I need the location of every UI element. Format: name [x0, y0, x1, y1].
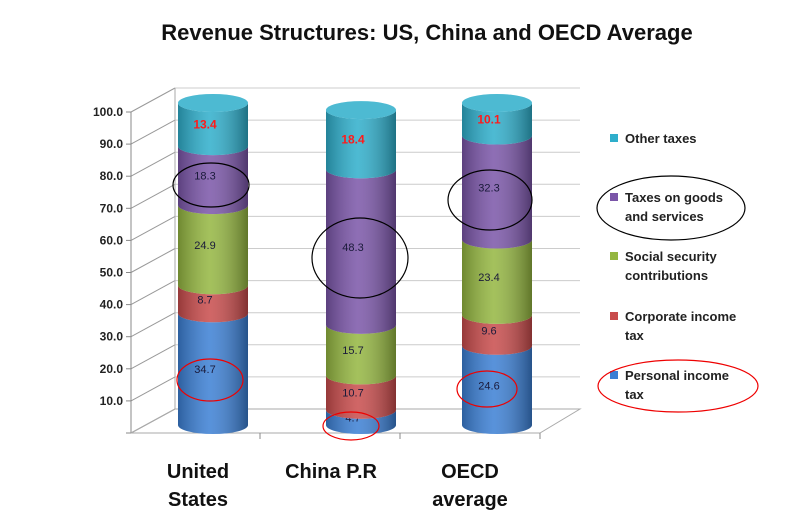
legend-label: tax [625, 328, 645, 343]
bar-segment-shade [326, 169, 396, 334]
data-label: 18.4 [341, 133, 365, 147]
floor [130, 408, 582, 434]
legend-swatch [610, 252, 618, 260]
gridline-side [130, 183, 176, 209]
y-tick-label: 60.0 [100, 233, 124, 247]
chart-title: Revenue Structures: US, China and OECD A… [161, 20, 692, 45]
bar-stack: 24.6 9.6 23.4 32.3 10.1 [462, 94, 532, 434]
data-label: 8.7 [197, 294, 212, 306]
legend-label: Corporate income [625, 309, 736, 324]
gridline-side [130, 280, 176, 306]
bar-segment-shade [462, 314, 532, 355]
y-tick-label: 20.0 [100, 362, 124, 376]
data-label: 18.3 [194, 171, 215, 183]
bar-segment-shade [326, 324, 396, 385]
gridline-side [130, 151, 176, 177]
x-tick-label: China P.R [285, 461, 377, 483]
y-tick-label: 100.0 [93, 105, 123, 119]
x-tick-label: United [167, 461, 229, 483]
legend-label: Social security [625, 249, 718, 264]
data-label: 10.1 [477, 112, 501, 126]
bar-top-highlight [326, 101, 396, 120]
legend-label: Personal income [625, 368, 729, 383]
legend-swatch [610, 371, 618, 379]
annotation-circle [322, 411, 380, 441]
gridline-side [130, 119, 176, 145]
data-label: 32.3 [478, 183, 499, 195]
legend-label: contributions [625, 268, 708, 283]
y-tick-label: 80.0 [100, 169, 124, 183]
bar-segment-shade [178, 146, 248, 215]
x-tick-label: average [432, 489, 508, 511]
bar-segment-shade [178, 103, 248, 156]
data-label: 23.4 [478, 272, 499, 284]
bar-segment-shade [462, 103, 532, 145]
y-tick-label: 90.0 [100, 137, 124, 151]
bar-top [178, 94, 248, 112]
data-label: 48.3 [342, 242, 363, 254]
gridline-side [130, 215, 176, 241]
hand-annotations [172, 162, 759, 441]
gridline-side [130, 248, 176, 273]
bar-segment-shade [462, 135, 532, 249]
y-tick-label: 30.0 [100, 330, 124, 344]
data-label: 34.7 [194, 364, 215, 376]
annotation-circle [311, 217, 409, 299]
bars: 34.78.724.918.313.44.710.715.748.318.424… [178, 94, 532, 434]
legend-swatch [610, 134, 618, 142]
legend-label: Other taxes [625, 131, 697, 146]
annotation-circle [596, 175, 746, 241]
data-label: 15.7 [342, 345, 363, 357]
bar-segment-shade [178, 205, 248, 295]
legend-label: Taxes on goods [625, 190, 723, 205]
data-label: 13.4 [193, 118, 217, 132]
bar-segment-shade [462, 239, 532, 324]
bar-top [462, 94, 532, 112]
legend-label: and services [625, 209, 704, 224]
bar-top-highlight [462, 94, 532, 112]
legend-swatch [610, 193, 618, 201]
y-tick-label: 10.0 [100, 394, 124, 408]
bar-top-highlight [178, 94, 248, 112]
gridline-side [130, 376, 176, 402]
annotation-circle [456, 370, 518, 408]
bar-segment-shade [178, 285, 248, 323]
bar-stack: 4.710.715.748.318.4 [326, 101, 396, 434]
bar-top [326, 101, 396, 120]
bar-stack: 34.7 8.7 24.9 18.3 13.4 [178, 94, 248, 434]
legend: Other taxes Taxes on goods and services Soc… [610, 131, 736, 402]
legend-swatch [610, 312, 618, 320]
legend-label: tax [625, 387, 645, 402]
annotation-circle [447, 169, 533, 231]
annotation-circle [597, 359, 759, 413]
gridline-side [130, 87, 176, 113]
bar-segment-shade [326, 110, 396, 179]
gridline-side [130, 344, 176, 370]
x-tick-label: OECD [441, 461, 499, 483]
y-tick-label: 50.0 [100, 266, 124, 280]
data-label: 24.6 [478, 380, 499, 392]
bar-segment-shade [178, 313, 248, 434]
bar-segment-shade [462, 345, 532, 434]
data-label: 10.7 [342, 388, 363, 400]
data-label: 24.9 [194, 240, 215, 252]
annotation-circle [172, 162, 250, 208]
y-tick-label: 70.0 [100, 201, 124, 215]
y-tick-label: 40.0 [100, 298, 124, 312]
annotation-circle [176, 358, 244, 402]
bar-segment-shade [326, 375, 396, 419]
gridline-side [130, 312, 176, 338]
x-tick-label: States [168, 489, 228, 511]
data-label: 9.6 [481, 325, 496, 337]
